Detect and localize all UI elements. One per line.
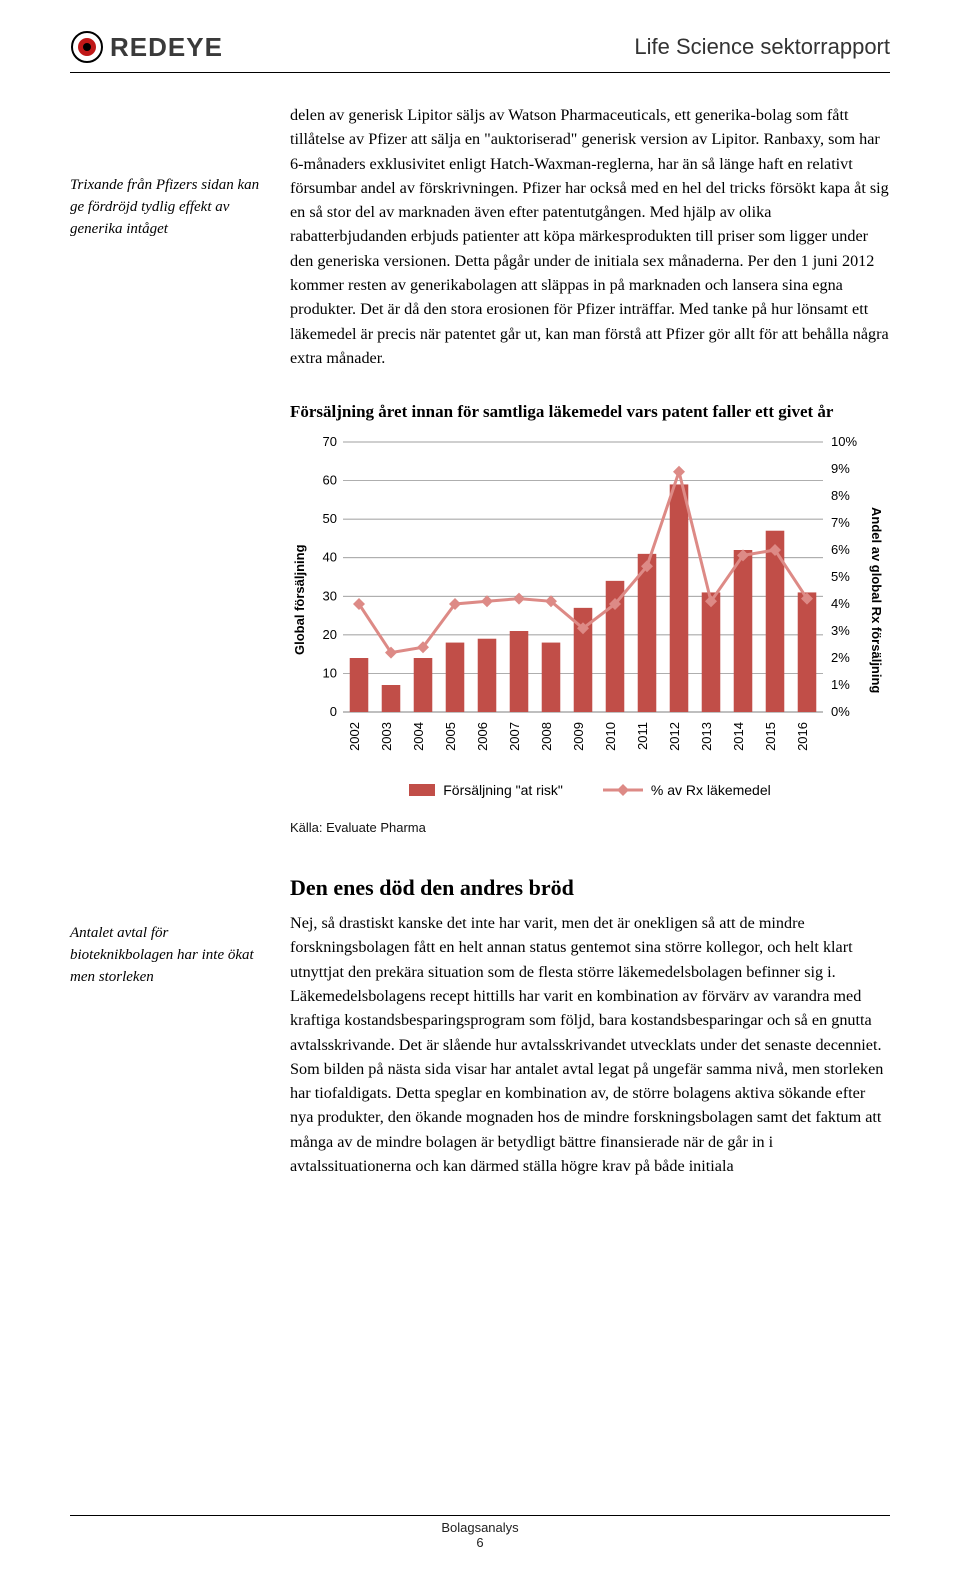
- svg-text:70: 70: [323, 436, 337, 449]
- svg-text:2005: 2005: [443, 722, 458, 751]
- svg-text:20: 20: [323, 627, 337, 642]
- svg-text:2008: 2008: [539, 722, 554, 751]
- svg-text:1%: 1%: [831, 677, 850, 692]
- svg-text:2007: 2007: [507, 722, 522, 751]
- svg-text:6%: 6%: [831, 542, 850, 557]
- svg-text:8%: 8%: [831, 488, 850, 503]
- svg-text:40: 40: [323, 550, 337, 565]
- svg-text:2004: 2004: [411, 722, 426, 751]
- svg-text:0: 0: [330, 704, 337, 719]
- svg-text:7%: 7%: [831, 515, 850, 530]
- svg-text:9%: 9%: [831, 461, 850, 476]
- svg-text:2016: 2016: [795, 722, 810, 751]
- body-paragraph-1: delen av generisk Lipitor säljs av Watso…: [290, 103, 890, 370]
- svg-text:2002: 2002: [347, 722, 362, 751]
- page-footer: Bolagsanalys 6: [70, 1515, 890, 1550]
- svg-text:3%: 3%: [831, 623, 850, 638]
- body-paragraph-2: Nej, så drastiskt kanske det inte har va…: [290, 911, 890, 1178]
- legend-line: % av Rx läkemedel: [603, 782, 771, 798]
- y-right-axis-label: Andel av global Rx försäljning: [867, 436, 886, 764]
- legend-bar-swatch-icon: [409, 784, 435, 796]
- svg-text:10: 10: [323, 665, 337, 680]
- svg-text:2014: 2014: [731, 722, 746, 751]
- section-heading: Den enes död den andres bröd: [290, 875, 890, 901]
- side-note-2: Antalet avtal för bioteknikbolagen har i…: [70, 923, 260, 988]
- svg-text:50: 50: [323, 511, 337, 526]
- redeye-logo-icon: [70, 30, 104, 64]
- svg-text:2015: 2015: [763, 722, 778, 751]
- page-header: REDEYE Life Science sektorrapport: [70, 0, 890, 73]
- page-number: 6: [70, 1535, 890, 1550]
- side-note-1: Trixande från Pfizers sidan kan ge fördr…: [70, 175, 260, 240]
- svg-text:2011: 2011: [635, 722, 650, 750]
- legend-line-swatch-icon: [603, 783, 643, 797]
- svg-text:4%: 4%: [831, 596, 850, 611]
- legend-bar-label: Försäljning "at risk": [443, 782, 563, 798]
- legend-line-label: % av Rx läkemedel: [651, 782, 771, 798]
- svg-text:2012: 2012: [667, 722, 682, 751]
- svg-text:2013: 2013: [699, 722, 714, 751]
- chart-legend: Försäljning "at risk" % av Rx läkemedel: [290, 782, 890, 798]
- svg-text:2003: 2003: [379, 722, 394, 751]
- footer-label: Bolagsanalys: [70, 1520, 890, 1535]
- svg-text:2006: 2006: [475, 722, 490, 751]
- report-title: Life Science sektorrapport: [634, 34, 890, 60]
- logo: REDEYE: [70, 30, 223, 64]
- svg-text:5%: 5%: [831, 569, 850, 584]
- sales-chart: Global försäljning 0 10 20 30 40 50 60 70 0% 1% 2%…: [290, 436, 890, 764]
- svg-text:10%: 10%: [831, 436, 857, 449]
- chart-title: Försäljning året innan för samtliga läke…: [290, 400, 890, 424]
- chart-source: Källa: Evaluate Pharma: [290, 820, 890, 835]
- svg-text:2009: 2009: [571, 722, 586, 751]
- chart-plot: 0 10 20 30 40 50 60 70 0% 1% 2% 3% 4% 5% 6% 7% 8% 9% 10% 20…: [309, 436, 867, 764]
- legend-bar: Försäljning "at risk": [409, 782, 563, 798]
- svg-text:2010: 2010: [603, 722, 618, 751]
- svg-text:0%: 0%: [831, 704, 850, 719]
- svg-text:60: 60: [323, 473, 337, 488]
- logo-text: REDEYE: [110, 32, 223, 63]
- svg-text:2%: 2%: [831, 650, 850, 665]
- y-left-axis-label: Global försäljning: [290, 436, 309, 764]
- svg-text:30: 30: [323, 588, 337, 603]
